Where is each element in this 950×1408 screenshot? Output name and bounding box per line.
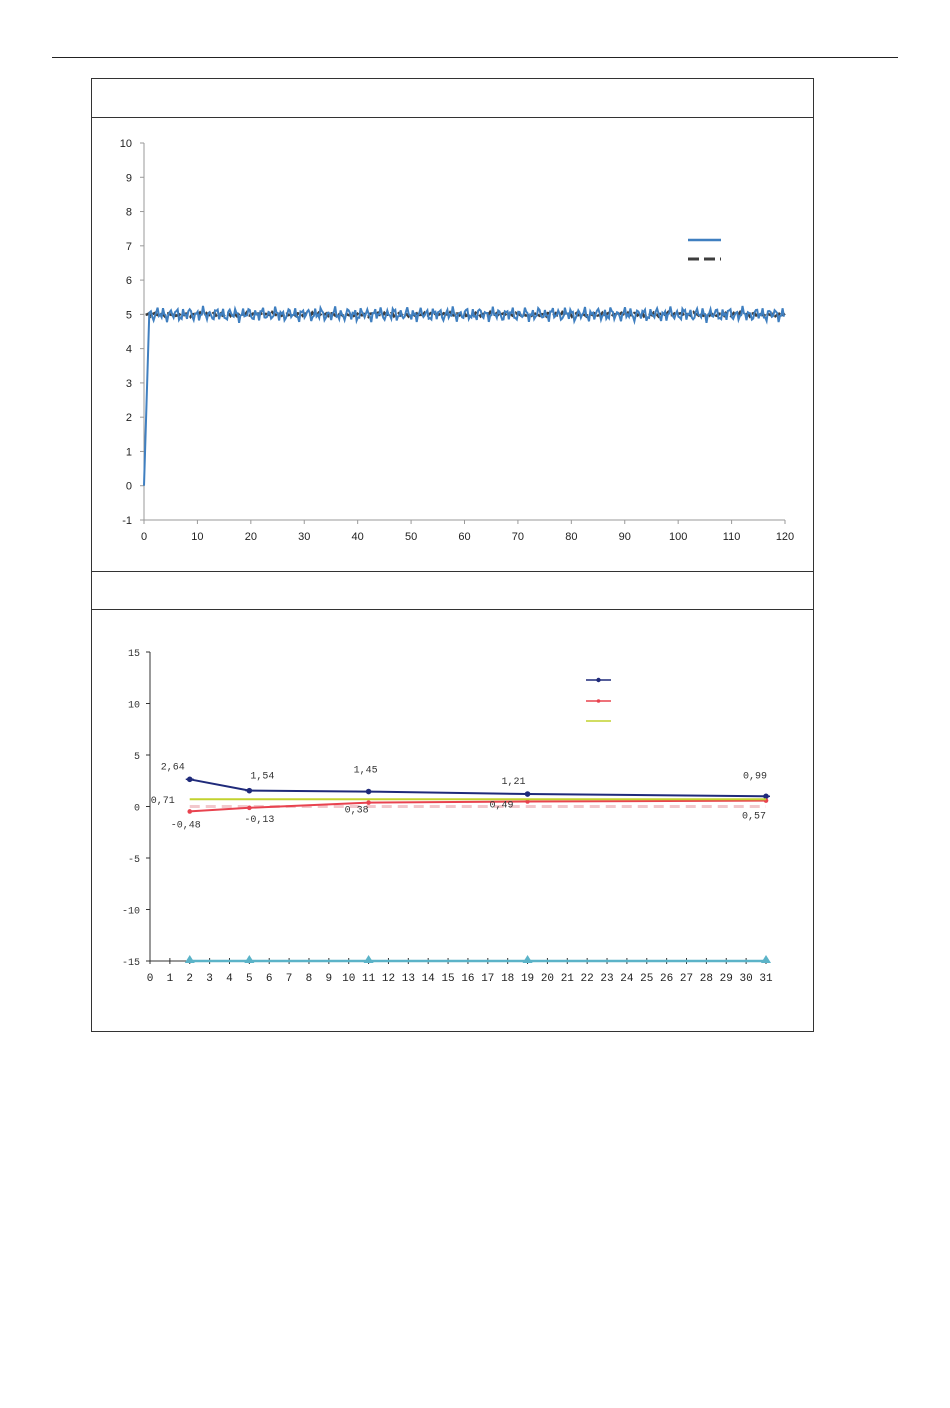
y-tick-label: 2 <box>126 412 132 424</box>
series-1-data-label: 1,54 <box>250 772 274 783</box>
x-tick-label: 29 <box>720 973 733 985</box>
series-3-data-label: 0,71 <box>151 796 175 807</box>
x-tick-label: 7 <box>286 973 293 985</box>
x-tick-label: 26 <box>660 973 673 985</box>
series-4-point <box>761 955 771 963</box>
x-tick-label: 6 <box>266 973 273 985</box>
series-4-point <box>363 955 374 963</box>
series-2-point <box>187 809 193 814</box>
x-tick-label: 9 <box>326 973 333 985</box>
x-tick-label: 21 <box>561 973 575 985</box>
x-tick-label: 24 <box>620 973 634 985</box>
y-tick-label: 6 <box>126 275 132 287</box>
x-tick-label: 1 <box>167 973 174 985</box>
row-divider-1 <box>92 117 813 118</box>
x-tick-label: 3 <box>206 973 213 985</box>
series-4-point <box>522 955 533 963</box>
x-tick-label: 12 <box>382 973 395 985</box>
x-tick-label: 5 <box>246 973 253 985</box>
series-4-point <box>184 955 195 963</box>
y-tick-label: -1 <box>122 515 132 527</box>
x-tick-label: 2 <box>186 973 193 985</box>
y-tick-label: 9 <box>126 172 132 184</box>
x-tick-label: 90 <box>619 531 631 543</box>
x-tick-label: 10 <box>342 973 355 985</box>
series-2-point <box>366 800 371 805</box>
header-rule <box>52 57 898 58</box>
x-tick-label: 0 <box>141 531 147 543</box>
x-tick-label: 13 <box>402 973 415 985</box>
y-tick-label: 0 <box>134 804 140 815</box>
series-2-data-label: 0,38 <box>345 806 369 817</box>
y-tick-label: 5 <box>134 752 140 763</box>
y-tick-label: 8 <box>126 207 132 219</box>
x-tick-label: 31 <box>759 973 773 985</box>
x-tick-label: 20 <box>541 973 554 985</box>
legend-series-2-marker <box>596 699 601 703</box>
y-tick-label: 10 <box>120 138 132 150</box>
y-tick-label: 4 <box>126 344 132 356</box>
x-tick-label: 60 <box>458 531 470 543</box>
x-tick-label: 80 <box>565 531 577 543</box>
series-2-dashed-line <box>145 309 786 320</box>
x-tick-label: 30 <box>740 973 753 985</box>
x-tick-label: 70 <box>512 531 524 543</box>
series-1-data-label: 0,99 <box>743 771 767 782</box>
series-1-line <box>189 778 767 798</box>
legend-series-1-marker <box>596 677 601 683</box>
x-tick-label: 16 <box>461 973 474 985</box>
y-tick-label: -5 <box>128 855 140 866</box>
x-tick-label: 4 <box>226 973 233 985</box>
series-2-point <box>525 799 530 804</box>
x-tick-label: 8 <box>306 973 313 985</box>
x-tick-label: 30 <box>298 531 310 543</box>
y-tick-label: 10 <box>128 701 140 712</box>
y-tick-label: 15 <box>128 649 140 660</box>
row-divider-3 <box>92 609 813 610</box>
series-2-point <box>247 805 252 811</box>
x-tick-label: 14 <box>422 973 436 985</box>
y-tick-label: 1 <box>126 446 132 458</box>
x-tick-label: 0 <box>147 973 154 985</box>
series-4-point <box>244 955 255 963</box>
series-1-data-label: 2,64 <box>161 762 185 773</box>
x-tick-label: 15 <box>441 973 454 985</box>
x-tick-label: 19 <box>521 973 534 985</box>
y-tick-label: 7 <box>126 241 132 253</box>
series-2-data-label: 0,49 <box>490 800 514 811</box>
y-tick-label: 3 <box>126 378 132 390</box>
x-tick-label: 10 <box>191 531 203 543</box>
x-tick-label: 28 <box>700 973 713 985</box>
row-divider-2 <box>92 571 813 572</box>
y-tick-label: -15 <box>122 958 140 969</box>
x-tick-label: 22 <box>581 973 594 985</box>
y-tick-label: 5 <box>126 309 132 321</box>
series-2-data-label: -0,48 <box>171 820 201 831</box>
x-tick-label: 20 <box>245 531 257 543</box>
series-2-data-label: -0,13 <box>244 815 274 826</box>
series-1-data-label: 1,21 <box>502 777 526 788</box>
x-tick-label: 40 <box>352 531 364 543</box>
figure-table <box>91 78 814 1032</box>
x-tick-label: 11 <box>362 973 376 985</box>
x-tick-label: 18 <box>501 973 514 985</box>
x-tick-label: 100 <box>669 531 687 543</box>
x-tick-label: 120 <box>776 531 794 543</box>
x-tick-label: 50 <box>405 531 417 543</box>
y-tick-label: 0 <box>126 481 132 493</box>
y-tick-label: -10 <box>122 907 140 918</box>
x-tick-label: 110 <box>723 531 741 543</box>
x-tick-label: 17 <box>481 973 494 985</box>
x-tick-label: 27 <box>680 973 693 985</box>
series-2-data-label: 0,57 <box>742 812 766 823</box>
series-1-data-label: 1,45 <box>354 766 378 777</box>
x-tick-label: 23 <box>600 973 613 985</box>
series-1-line <box>143 304 785 486</box>
x-tick-label: 25 <box>640 973 653 985</box>
